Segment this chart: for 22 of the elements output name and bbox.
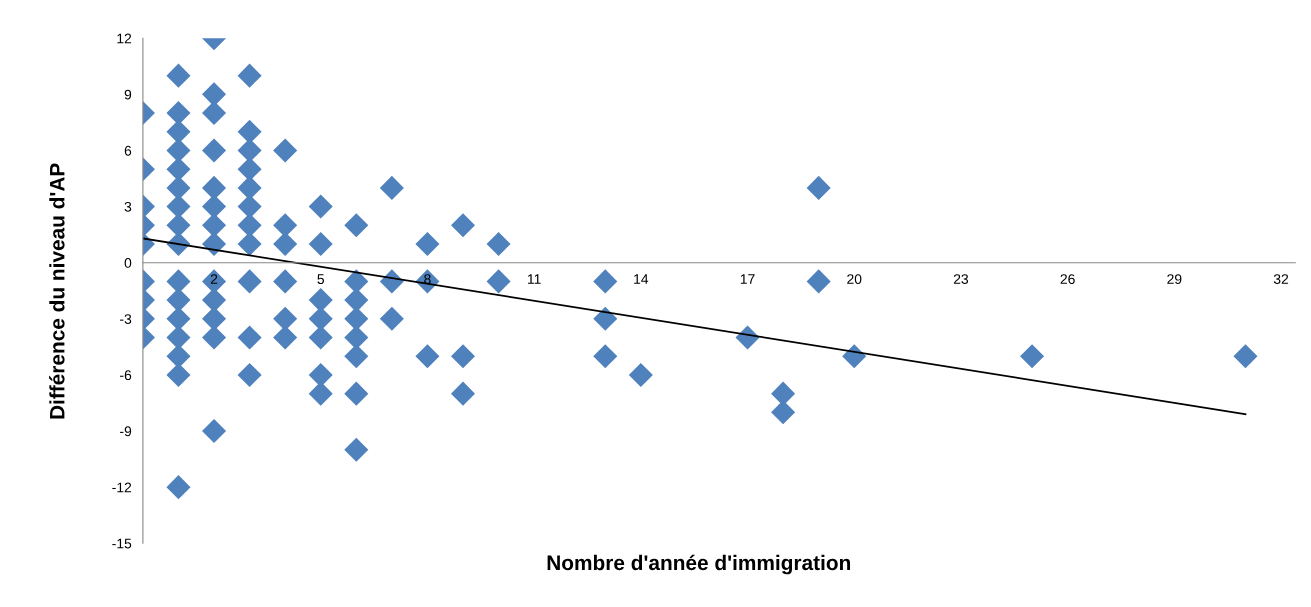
x-tick-label: 20 bbox=[847, 274, 862, 285]
x-tick-label: 2 bbox=[210, 274, 218, 284]
x-tick-label: 32 bbox=[1273, 274, 1289, 285]
x-tick-label: 11 bbox=[527, 274, 541, 284]
x-axis-title: Nombre d'année d'immigration bbox=[547, 554, 851, 575]
x-tick-label: 14 bbox=[634, 274, 649, 284]
x-tick-label: 26 bbox=[1060, 274, 1075, 285]
x-tick-label: 23 bbox=[953, 274, 969, 285]
y-tick-label: 3 bbox=[124, 201, 132, 212]
y-axis-title: Différence du niveau d'AP bbox=[49, 163, 65, 419]
y-tick-label: 6 bbox=[124, 145, 132, 156]
y-tick-label: -9 bbox=[120, 426, 132, 437]
y-tick-label: -12 bbox=[112, 482, 132, 493]
y-tick-label: 9 bbox=[124, 89, 132, 100]
y-tick-label: 0 bbox=[124, 258, 132, 268]
x-tick-label: 29 bbox=[1167, 274, 1182, 285]
y-tick-label: -3 bbox=[120, 314, 132, 324]
x-tick-label: 5 bbox=[317, 274, 325, 285]
y-tick-label: -15 bbox=[112, 538, 132, 549]
x-tick-label: 17 bbox=[740, 274, 755, 284]
y-tick-label: -6 bbox=[120, 370, 132, 381]
y-tick-label: 12 bbox=[117, 33, 132, 44]
